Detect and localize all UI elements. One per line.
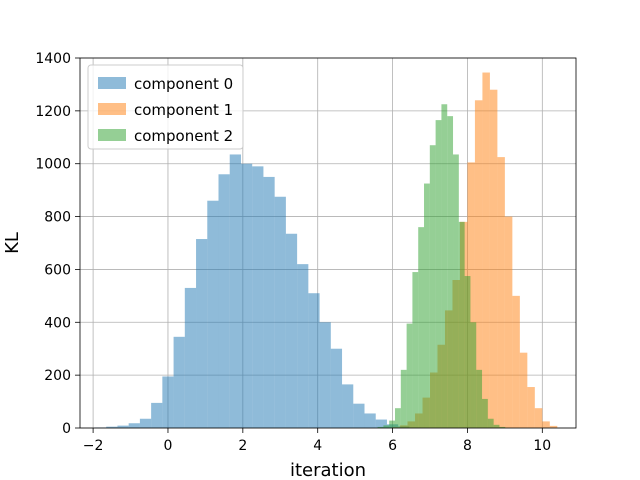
x-tick-label: 2 [238, 438, 247, 454]
series-2-bars [377, 104, 506, 429]
histogram-bar [406, 323, 413, 428]
x-axis-label: iteration [290, 460, 366, 480]
legend-swatch [98, 103, 126, 115]
histogram-bar [218, 174, 230, 428]
histogram-bar [499, 426, 506, 428]
histogram-bars [94, 72, 558, 429]
y-tick-label: 600 [44, 262, 71, 278]
histogram-bar [383, 425, 390, 428]
histogram-bar [395, 408, 401, 428]
histogram-bar [285, 233, 298, 428]
histogram-bar [474, 100, 483, 429]
histogram-bar [447, 116, 454, 429]
histogram-bar [482, 398, 488, 428]
histogram-bar [429, 145, 436, 428]
histogram-bar [342, 384, 354, 428]
x-tick-label: 6 [388, 438, 397, 454]
legend: component 0 component 1 component 2 [87, 64, 244, 150]
legend-entry-label: component 2 [134, 127, 233, 145]
histogram-bar [527, 387, 535, 428]
histogram-bar [534, 408, 543, 428]
histogram-bar [117, 425, 129, 428]
histogram-bar [173, 336, 185, 428]
histogram-bar [418, 227, 425, 428]
histogram-bar [489, 89, 498, 428]
histogram-bar [504, 216, 513, 428]
histogram-bar [353, 403, 365, 428]
legend-swatch [98, 129, 126, 141]
histogram-bar [464, 276, 471, 428]
histogram-bar [377, 426, 384, 428]
histogram-bar [184, 287, 197, 428]
histogram-bar [467, 162, 475, 428]
legend-swatch [98, 77, 126, 89]
plot-area-frame [79, 57, 577, 429]
histogram-bar [375, 419, 387, 428]
histogram-bar [139, 418, 152, 428]
histogram-bar [493, 424, 500, 428]
histogram-bar [412, 272, 419, 428]
axis-ticks: −2 0 2 4 6 8 10 0 200 400 600 800 1000 1200 1400 [35, 51, 551, 454]
histogram-bar [424, 183, 430, 428]
legend-box [87, 64, 244, 150]
histogram-bar [435, 120, 442, 428]
histogram-bar [441, 104, 448, 428]
histogram-bar [487, 418, 494, 428]
histogram-bar [400, 369, 407, 428]
series-0-bars [94, 154, 421, 428]
histogram-bar [389, 420, 396, 428]
histogram-bar [542, 421, 550, 428]
y-tick-label: 1400 [35, 51, 71, 67]
histogram-bar [274, 196, 286, 428]
histogram-bar [196, 239, 208, 428]
histogram-bar [519, 352, 528, 428]
histogram-bar [297, 264, 309, 428]
y-tick-label: 1000 [35, 157, 71, 173]
y-tick-label: 1200 [35, 104, 71, 120]
histogram-bar [470, 322, 477, 428]
y-tick-label: 0 [62, 421, 71, 437]
histogram-bar [151, 402, 163, 428]
histogram-bar [319, 322, 331, 428]
histogram-bar [497, 157, 505, 428]
histogram-bar [476, 369, 483, 428]
histogram-bar [482, 72, 490, 429]
histogram-bar [252, 166, 264, 428]
x-tick-label: 0 [164, 438, 173, 454]
histogram-bar [308, 293, 320, 428]
histogram-bar [364, 413, 376, 428]
y-tick-label: 400 [44, 315, 71, 331]
x-tick-label: −2 [83, 438, 104, 454]
x-tick-label: 10 [533, 438, 551, 454]
histogram-bar [263, 176, 275, 428]
histogram-bar [128, 423, 140, 428]
y-axis-label: KL [2, 232, 23, 254]
histogram-bar [458, 221, 465, 428]
y-tick-label: 800 [44, 210, 71, 226]
histogram-bar [106, 426, 118, 428]
histogram-bar [453, 154, 459, 428]
legend-entry-label: component 0 [134, 75, 233, 93]
histogram-bar [512, 295, 520, 428]
histogram-bar [330, 348, 343, 428]
y-tick-label: 200 [44, 368, 71, 384]
x-tick-label: 4 [313, 438, 322, 454]
histogram-bar [207, 200, 219, 428]
x-tick-label: 8 [463, 438, 472, 454]
histogram-bar [549, 425, 558, 428]
histogram-bar [162, 376, 174, 428]
histogram-bar [240, 163, 253, 428]
legend-entry-label: component 1 [134, 101, 233, 119]
histogram-bar [229, 154, 241, 428]
